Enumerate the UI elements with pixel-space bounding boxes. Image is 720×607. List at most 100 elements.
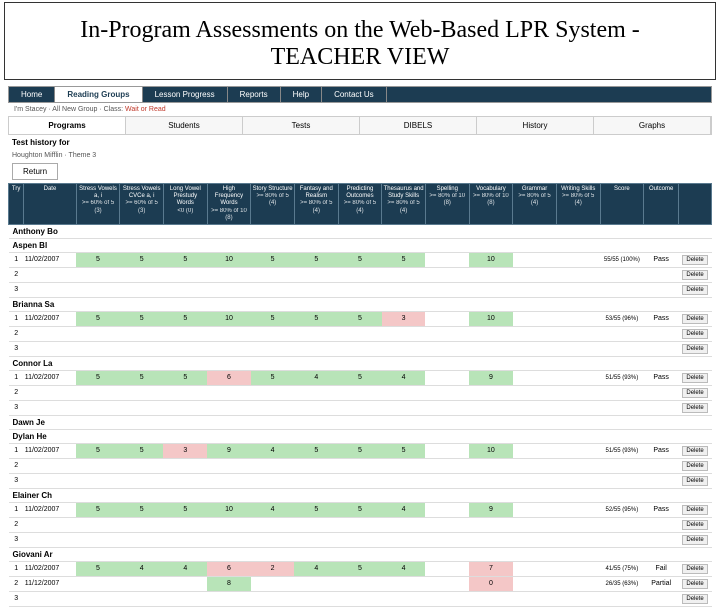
- score-cell: [556, 326, 600, 341]
- col-header: Outcome: [644, 184, 679, 225]
- score-cell: [294, 282, 338, 297]
- delete-button[interactable]: Delete: [682, 388, 707, 398]
- try-cell: 3: [9, 473, 24, 488]
- action-cell: Delete: [679, 458, 712, 473]
- score-cell: [513, 561, 557, 576]
- nav-lesson-progress[interactable]: Lesson Progress: [143, 87, 228, 102]
- delete-button[interactable]: Delete: [682, 476, 707, 486]
- delete-button[interactable]: Delete: [682, 579, 707, 589]
- student-row: Giovani Ar: [9, 547, 712, 561]
- score-cell: [294, 576, 338, 591]
- return-button[interactable]: Return: [12, 163, 58, 180]
- breadcrumb-prefix: I'm Stacey · All New Group · Class:: [14, 106, 125, 113]
- subtab-dibels[interactable]: DIBELS: [360, 117, 477, 134]
- score-cell: [469, 400, 513, 415]
- score-cell: 5: [163, 252, 207, 267]
- delete-button[interactable]: Delete: [682, 270, 707, 280]
- score-cell: [425, 458, 469, 473]
- score-cell: [338, 326, 382, 341]
- action-cell: Delete: [679, 385, 712, 400]
- delete-button[interactable]: Delete: [682, 520, 707, 530]
- nav-help[interactable]: Help: [281, 87, 322, 102]
- program-meta: Houghton Mifflin · Theme 3: [8, 150, 712, 161]
- delete-button[interactable]: Delete: [682, 255, 707, 265]
- score-cell: 5: [251, 370, 295, 385]
- outcome-cell: Pass: [644, 443, 679, 458]
- score-cell: 5: [76, 443, 120, 458]
- subtab-programs[interactable]: Programs: [9, 117, 126, 134]
- try-cell: 1: [9, 252, 24, 267]
- nav-home[interactable]: Home: [9, 87, 55, 102]
- score-cell: [251, 517, 295, 532]
- delete-button[interactable]: Delete: [682, 564, 707, 574]
- delete-button[interactable]: Delete: [682, 329, 707, 339]
- score-cell: [556, 370, 600, 385]
- outcome-cell: [644, 591, 679, 606]
- score-cell: 5: [294, 502, 338, 517]
- score-cell: [556, 267, 600, 282]
- delete-button[interactable]: Delete: [682, 403, 707, 413]
- student-name: Connor La: [9, 356, 712, 370]
- score-cell: 5: [76, 502, 120, 517]
- delete-button[interactable]: Delete: [682, 314, 707, 324]
- score-cell: [425, 517, 469, 532]
- score-cell: [556, 385, 600, 400]
- score-cell: [294, 385, 338, 400]
- subtab-tests[interactable]: Tests: [243, 117, 360, 134]
- delete-button[interactable]: Delete: [682, 594, 707, 604]
- score-cell: [556, 341, 600, 356]
- nav-reports[interactable]: Reports: [228, 87, 281, 102]
- score-cell: [120, 341, 164, 356]
- score-cell: 5: [163, 370, 207, 385]
- delete-button[interactable]: Delete: [682, 461, 707, 471]
- score-cell: 9: [469, 370, 513, 385]
- score-cell: [76, 458, 120, 473]
- subtab-graphs[interactable]: Graphs: [594, 117, 711, 134]
- delete-button[interactable]: Delete: [682, 446, 707, 456]
- total-score: 53/55 (96%): [600, 311, 644, 326]
- date-cell: [24, 282, 76, 297]
- delete-button[interactable]: Delete: [682, 373, 707, 383]
- score-cell: 8: [207, 576, 251, 591]
- subtab-history[interactable]: History: [477, 117, 594, 134]
- attempt-row: 3Delete: [9, 400, 712, 415]
- score-cell: [556, 561, 600, 576]
- attempt-row: 111/02/2007555104554952/55 (95%)PassDele…: [9, 502, 712, 517]
- score-cell: [251, 473, 295, 488]
- score-cell: [207, 517, 251, 532]
- score-cell: 5: [251, 311, 295, 326]
- delete-button[interactable]: Delete: [682, 285, 707, 295]
- total-score: [600, 326, 644, 341]
- score-cell: [338, 341, 382, 356]
- app-screenshot: HomeReading GroupsLesson ProgressReports…: [0, 86, 720, 607]
- attempt-row: 2Delete: [9, 385, 712, 400]
- delete-button[interactable]: Delete: [682, 505, 707, 515]
- student-row: Aspen Bl: [9, 238, 712, 252]
- total-score: [600, 517, 644, 532]
- attempt-row: 2Delete: [9, 517, 712, 532]
- score-cell: [469, 267, 513, 282]
- score-cell: [338, 591, 382, 606]
- subtab-students[interactable]: Students: [126, 117, 243, 134]
- score-cell: 4: [294, 561, 338, 576]
- score-cell: [556, 443, 600, 458]
- score-cell: 5: [338, 561, 382, 576]
- date-cell: 11/12/2007: [24, 576, 76, 591]
- nav-reading-groups[interactable]: Reading Groups: [55, 87, 142, 102]
- score-cell: 4: [382, 502, 426, 517]
- score-cell: [382, 385, 426, 400]
- score-cell: [338, 458, 382, 473]
- delete-button[interactable]: Delete: [682, 344, 707, 354]
- col-header: Story Structure>= 80% of 5 (4): [251, 184, 295, 225]
- table-header-row: TryDateStress Vowels a, i>= 60% of 5 (3)…: [9, 184, 712, 225]
- score-cell: [338, 576, 382, 591]
- score-cell: [338, 267, 382, 282]
- action-cell: Delete: [679, 561, 712, 576]
- score-cell: [556, 400, 600, 415]
- top-nav: HomeReading GroupsLesson ProgressReports…: [8, 86, 712, 103]
- nav-contact-us[interactable]: Contact Us: [322, 87, 387, 102]
- student-name: Anthony Bo: [9, 224, 712, 238]
- score-cell: [251, 341, 295, 356]
- score-cell: [163, 458, 207, 473]
- score-cell: [513, 576, 557, 591]
